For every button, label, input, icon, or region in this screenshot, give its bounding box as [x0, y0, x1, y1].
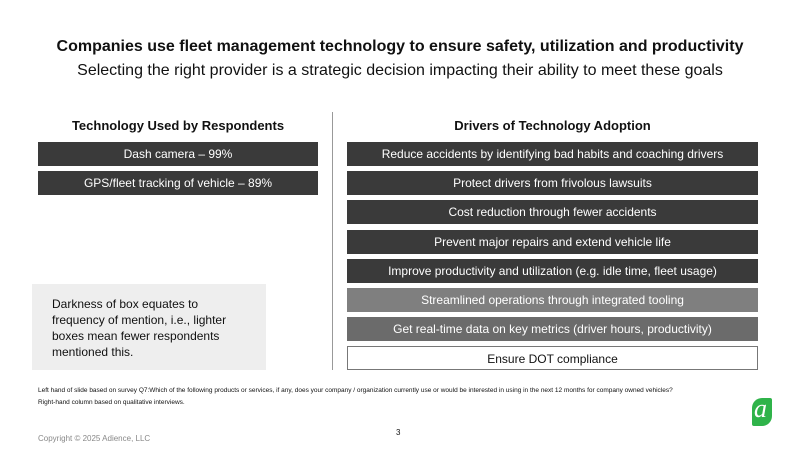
item-box: Reduce accidents by identifying bad habi… [347, 142, 758, 166]
page-number: 3 [396, 428, 401, 437]
note: Darkness of box equates to frequency of … [32, 284, 266, 370]
item-box: GPS/fleet tracking of vehicle – 89% [38, 171, 318, 196]
item-box: Streamlined operations through integrate… [347, 288, 758, 312]
item-box: Ensure DOT compliance [347, 346, 758, 371]
logo-mark [752, 398, 772, 426]
item-box: Improve productivity and utilization (e.… [347, 258, 758, 283]
logo: a [754, 394, 767, 423]
footnote: Right-hand column based on qualitative i… [38, 399, 185, 406]
item-box: Protect drivers from frivolous lawsuits [347, 171, 758, 196]
subtitle: Selecting the right provider is a strate… [77, 62, 723, 79]
divider [332, 112, 333, 370]
item-box: Get real-time data on key metrics (drive… [347, 317, 758, 342]
item-box: Prevent major repairs and extend vehicle… [347, 229, 758, 254]
footnote: Left hand of slide based on survey Q7:Wh… [38, 387, 673, 394]
right-heading: Drivers of Technology Adoption [454, 118, 651, 133]
copyright: Copyright © 2025 Adience, LLC [38, 434, 151, 443]
left-heading: Technology Used by Respondents [71, 118, 285, 133]
item-box: Cost reduction through fewer accidents [347, 200, 758, 225]
title: Companies use fleet management technolog… [56, 38, 744, 55]
item-box: Dash camera – 99% [38, 142, 318, 166]
